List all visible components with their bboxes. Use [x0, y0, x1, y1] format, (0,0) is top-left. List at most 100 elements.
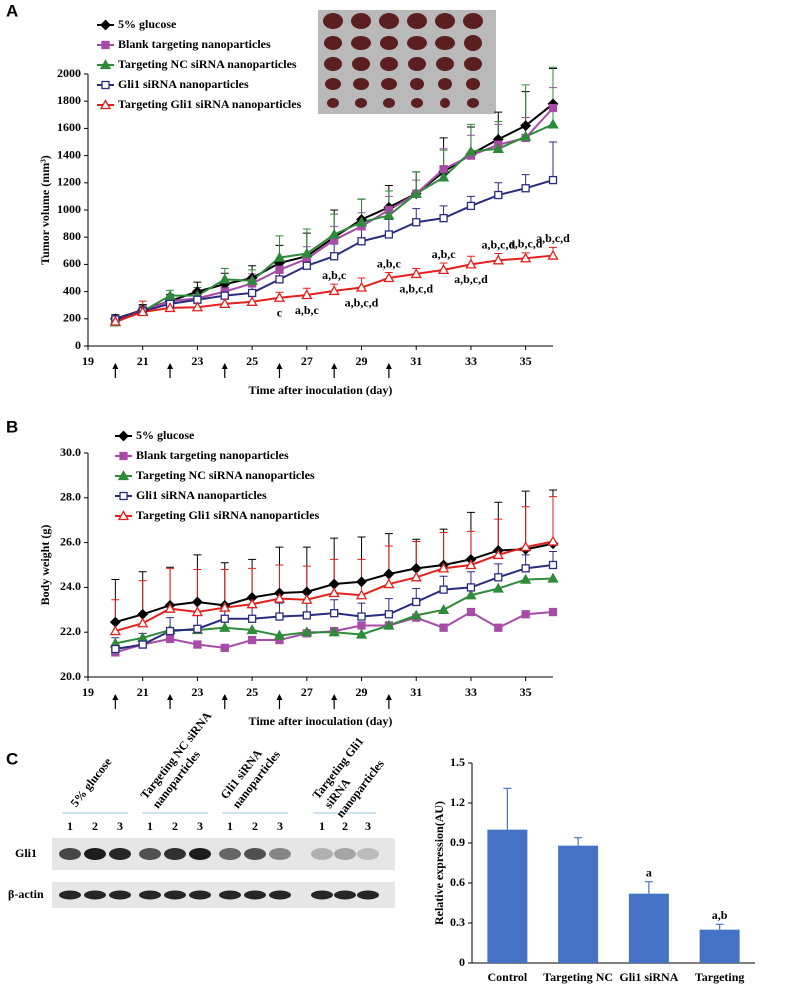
marker: [383, 568, 395, 580]
y-tick-label: 30.0: [60, 445, 81, 459]
legend-label: Targeting NC siRNA nanoparticles: [136, 468, 315, 482]
marker: [138, 640, 147, 649]
blot-band: [244, 890, 266, 900]
x-tick-label: 31: [410, 354, 422, 368]
legend-label: Blank targeting nanoparticles: [136, 448, 289, 462]
lane-number: 1: [147, 819, 153, 833]
marker: [465, 559, 477, 570]
error-bar: [549, 66, 557, 125]
error-bar: [521, 506, 530, 548]
marker: [246, 624, 258, 635]
marker: [275, 275, 284, 284]
marker: [412, 597, 421, 607]
marker: [439, 585, 448, 594]
marker: [384, 230, 394, 239]
lane-number: 3: [365, 819, 371, 833]
y-tick-label: 28.0: [60, 490, 81, 504]
bar: [558, 845, 599, 963]
marker: [439, 623, 448, 632]
blot-band: [109, 848, 131, 860]
y-tick-label: 1600: [57, 120, 81, 134]
error-bar: [503, 787, 512, 830]
arrow-head: [276, 694, 283, 700]
error-bar: [715, 923, 724, 930]
marker: [465, 589, 477, 600]
lane-number: 2: [252, 819, 258, 833]
legend-label: 5% glucose: [118, 17, 177, 31]
y-tick-label: 0: [459, 955, 465, 969]
marker: [520, 252, 532, 263]
blot-band: [269, 890, 291, 900]
marker: [357, 612, 366, 621]
blot-band: [244, 848, 266, 860]
blot-band: [334, 848, 356, 860]
marker: [548, 607, 558, 617]
marker: [275, 265, 284, 274]
y-tick-label: 0.3: [450, 915, 465, 929]
x-tick-label: 33: [465, 354, 477, 368]
arrow-head: [221, 694, 228, 700]
y-axis-label: Tumor volume (mm³): [38, 155, 52, 265]
marker: [246, 295, 258, 306]
marker: [247, 635, 257, 645]
marker: [101, 80, 110, 90]
marker: [302, 611, 311, 620]
marker: [328, 626, 340, 637]
marker: [410, 609, 422, 620]
bar-label: a: [646, 865, 652, 879]
marker: [246, 274, 258, 285]
blot-band: [219, 890, 241, 900]
marker: [164, 302, 176, 313]
panel-label: C: [6, 749, 18, 768]
marker: [355, 281, 368, 292]
marker: [301, 593, 313, 604]
y-tick-label: 800: [63, 229, 81, 243]
y-tick-label: 0.9: [450, 835, 465, 849]
blot-band: [357, 848, 379, 860]
marker: [466, 607, 476, 617]
lane-number: 1: [67, 819, 73, 833]
marker: [191, 606, 204, 617]
marker: [466, 583, 476, 592]
arrow-head: [112, 363, 119, 369]
marker: [494, 623, 503, 632]
legend-label: Targeting NC siRNA nanoparticles: [118, 57, 297, 71]
x-tick-label: 29: [356, 354, 368, 368]
x-tick-label: 29: [356, 685, 368, 699]
x-tick-label: Control: [487, 970, 527, 984]
annotation: a,b,c: [295, 303, 320, 317]
marker: [301, 626, 313, 637]
annotation: a,b,c,d: [454, 272, 488, 286]
lane-number: 2: [92, 819, 98, 833]
error-bar: [549, 141, 557, 181]
marker: [165, 634, 175, 644]
blot-band: [84, 848, 106, 860]
marker: [437, 264, 450, 274]
marker: [383, 272, 395, 283]
label-line: Control: [487, 970, 527, 984]
bar: [699, 929, 740, 963]
x-tick-label: 19: [82, 685, 94, 699]
x-tick-label: 25: [246, 685, 258, 699]
marker: [118, 430, 129, 442]
panel-label: B: [6, 417, 18, 436]
marker: [193, 624, 202, 633]
marker: [193, 640, 202, 649]
y-tick-label: 1400: [57, 147, 81, 161]
x-tick-label: 35: [520, 685, 532, 699]
marker: [330, 252, 339, 261]
legend-label: Gli1 siRNA nanoparticles: [118, 77, 249, 91]
y-tick-label: 1000: [57, 202, 81, 216]
annotation: a,b,c,d: [345, 295, 379, 309]
blot-band: [357, 890, 379, 900]
blot-band: [311, 848, 333, 860]
legend-label: Gli1 siRNA nanoparticles: [136, 488, 267, 502]
marker: [547, 535, 559, 546]
annotation: a,b,c,d: [481, 237, 515, 251]
marker: [437, 603, 450, 614]
marker: [100, 19, 111, 31]
marker: [117, 470, 130, 481]
marker: [494, 190, 503, 200]
blot-band: [189, 890, 211, 900]
